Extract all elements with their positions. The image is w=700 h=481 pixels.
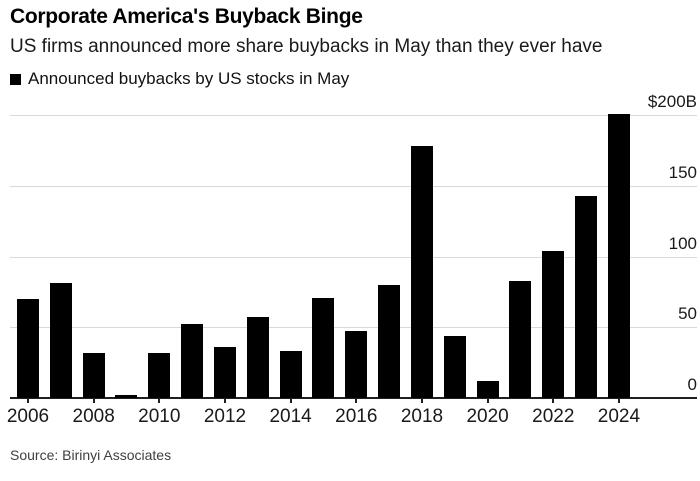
x-tick-2016	[355, 398, 358, 403]
x-tick-label-2016: 2016	[335, 406, 378, 427]
bar-2014	[279, 351, 302, 398]
y-tick-label-200: $200B	[647, 92, 697, 111]
bar-2016	[345, 331, 368, 398]
x-tick-label-2018: 2018	[400, 406, 444, 427]
x-tick-label-2022: 2022	[532, 406, 575, 427]
bar-2021	[509, 280, 532, 398]
x-tick-2006	[27, 398, 29, 403]
x-tick-label-2010: 2010	[138, 406, 181, 427]
x-axis-baseline	[10, 397, 697, 399]
x-tick-2024	[617, 398, 620, 403]
legend-swatch-icon	[10, 73, 21, 85]
legend: Announced buybacks by US stocks in May	[10, 69, 349, 89]
bar-2018	[410, 146, 433, 398]
x-tick-label-2020: 2020	[466, 406, 509, 427]
x-tick-2008	[92, 398, 95, 403]
bar-2015	[312, 297, 335, 398]
bar-2019	[443, 335, 466, 398]
y-tick-label-0: 0	[687, 375, 697, 394]
bar-2006	[17, 298, 39, 398]
x-tick-label-2008: 2008	[72, 406, 115, 427]
chart-subtitle: US firms announced more share buybacks i…	[10, 36, 603, 57]
bar-2023	[575, 195, 598, 398]
bar-2008	[82, 352, 105, 398]
gridline-100	[10, 256, 697, 258]
source-note: Source: Birinyi Associates	[10, 447, 172, 463]
x-tick-2012	[223, 398, 226, 403]
x-tick-label-2006: 2006	[6, 406, 50, 427]
x-tick-2022	[552, 398, 555, 403]
bar-2012	[213, 347, 236, 398]
x-tick-2010	[158, 398, 161, 403]
x-tick-label-2012: 2012	[203, 406, 247, 427]
x-tick-2018	[420, 398, 423, 403]
legend-label: Announced buybacks by US stocks in May	[28, 69, 350, 88]
gridline-200	[10, 115, 697, 116]
x-tick-2020	[486, 398, 489, 403]
x-tick-2014	[289, 398, 292, 403]
x-tick-label-2014: 2014	[269, 406, 312, 427]
bar-chart-plot-area: $200B 150 100 50 0 2006 2008 2010 2012 2014 2016 20…	[7, 93, 697, 426]
bar-2022	[542, 250, 565, 398]
x-tick-label-2024: 2024	[597, 406, 641, 427]
y-tick-label-50: 50	[678, 304, 697, 324]
bar-2007	[49, 283, 72, 398]
bar-2009	[115, 395, 138, 398]
y-tick-label-100: 100	[668, 233, 697, 253]
bar-2017	[378, 284, 401, 398]
gridline-50	[10, 327, 697, 329]
chart-title: Corporate America's Buyback Binge	[10, 5, 363, 28]
bar-2024	[607, 113, 630, 398]
gridline-150	[10, 185, 697, 187]
bar-2013	[246, 317, 269, 398]
y-tick-label-150: 150	[668, 162, 697, 182]
bar-2010	[148, 352, 171, 398]
bar-2011	[181, 324, 204, 398]
bar-2020	[476, 381, 499, 398]
